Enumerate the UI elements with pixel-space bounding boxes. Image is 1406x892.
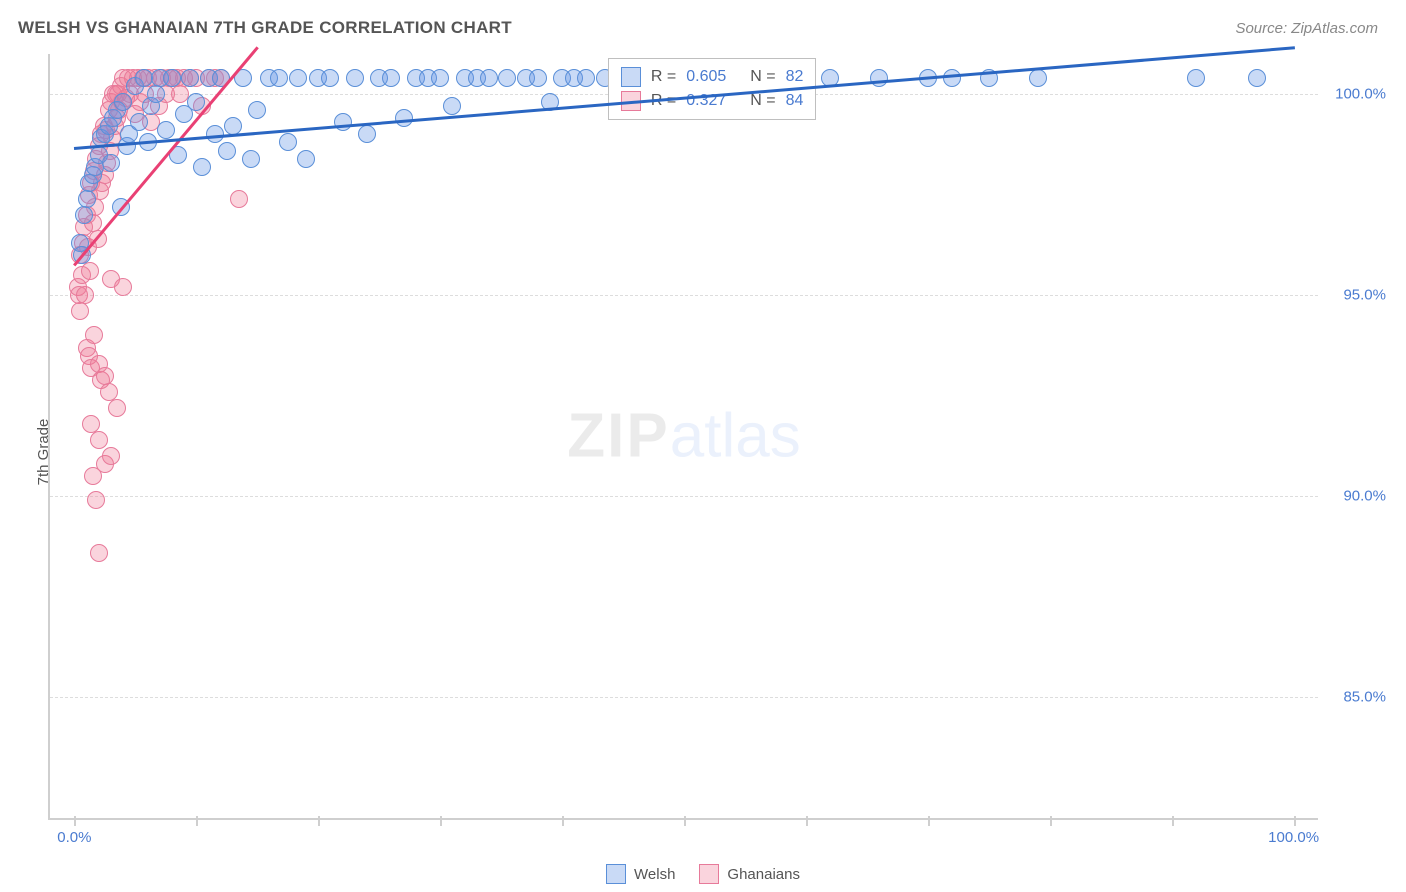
point-welsh — [297, 150, 315, 168]
point-welsh — [114, 93, 132, 111]
point-welsh — [346, 69, 364, 87]
x-tick — [1294, 816, 1296, 826]
point-welsh — [242, 150, 260, 168]
gridline — [50, 697, 1318, 698]
y-tick-label: 95.0% — [1343, 287, 1386, 304]
point-welsh — [1248, 69, 1266, 87]
point-welsh — [181, 69, 199, 87]
x-tick-label: 100.0% — [1268, 829, 1319, 846]
watermark-zip: ZIP — [567, 402, 669, 471]
point-ghana — [230, 190, 248, 208]
x-tick — [1172, 816, 1174, 826]
y-tick-label: 85.0% — [1343, 689, 1386, 706]
chart-title: WELSH VS GHANAIAN 7TH GRADE CORRELATION … — [18, 18, 512, 38]
stats-r-label: R = — [651, 68, 676, 86]
legend-label-ghana: Ghanaians — [727, 866, 800, 883]
point-ghana — [108, 399, 126, 417]
point-welsh — [498, 69, 516, 87]
stats-n-label: N = — [750, 68, 775, 86]
point-welsh — [75, 206, 93, 224]
point-welsh — [279, 133, 297, 151]
point-welsh — [218, 142, 236, 160]
stats-n-value: 84 — [786, 92, 804, 110]
point-ghana — [71, 302, 89, 320]
legend-swatch-ghana — [699, 864, 719, 884]
point-welsh — [157, 121, 175, 139]
point-welsh — [321, 69, 339, 87]
y-tick-label: 100.0% — [1335, 86, 1386, 103]
x-tick — [196, 816, 198, 826]
x-tick — [74, 816, 76, 826]
point-welsh — [431, 69, 449, 87]
point-ghana — [82, 415, 100, 433]
point-welsh — [1187, 69, 1205, 87]
point-welsh — [78, 190, 96, 208]
x-tick — [684, 816, 686, 826]
point-welsh — [289, 69, 307, 87]
point-ghana — [87, 491, 105, 509]
point-welsh — [1029, 69, 1047, 87]
point-welsh — [102, 154, 120, 172]
point-ghana — [81, 262, 99, 280]
plot-region: ZIPatlas 100.0%95.0%90.0%85.0%0.0%100.0%… — [48, 54, 1318, 820]
gridline — [50, 496, 1318, 497]
point-welsh — [529, 69, 547, 87]
chart-area: 7th Grade ZIPatlas 100.0%95.0%90.0%85.0%… — [38, 54, 1388, 850]
source-label: Source: ZipAtlas.com — [1235, 20, 1378, 37]
point-welsh — [870, 69, 888, 87]
stats-row-welsh: R = 0.605 N = 82 — [621, 65, 803, 89]
point-ghana — [102, 447, 120, 465]
x-tick — [440, 816, 442, 826]
legend-swatch-welsh — [606, 864, 626, 884]
point-welsh — [270, 69, 288, 87]
point-welsh — [480, 69, 498, 87]
x-tick — [562, 816, 564, 826]
point-welsh — [193, 158, 211, 176]
y-tick-label: 90.0% — [1343, 488, 1386, 505]
x-tick — [806, 816, 808, 826]
stats-n-value: 82 — [786, 68, 804, 86]
watermark-atlas: atlas — [670, 402, 801, 471]
point-welsh — [358, 125, 376, 143]
point-ghana — [76, 286, 94, 304]
point-welsh — [443, 97, 461, 115]
stats-n-label: N = — [750, 92, 775, 110]
point-welsh — [334, 113, 352, 131]
stats-r-value: 0.605 — [686, 68, 740, 86]
point-ghana — [90, 544, 108, 562]
x-tick-label: 0.0% — [57, 829, 91, 846]
point-welsh — [577, 69, 595, 87]
legend-item-ghana: Ghanaians — [699, 864, 800, 884]
legend: Welsh Ghanaians — [0, 864, 1406, 884]
point-ghana — [96, 367, 114, 385]
x-tick — [318, 816, 320, 826]
watermark: ZIPatlas — [567, 401, 800, 472]
point-welsh — [382, 69, 400, 87]
point-ghana — [90, 431, 108, 449]
point-ghana — [85, 326, 103, 344]
point-welsh — [147, 85, 165, 103]
legend-label-welsh: Welsh — [634, 866, 675, 883]
stats-swatch-welsh — [621, 67, 641, 87]
point-welsh — [248, 101, 266, 119]
x-tick — [1050, 816, 1052, 826]
point-welsh — [943, 69, 961, 87]
point-ghana — [114, 278, 132, 296]
gridline — [50, 295, 1318, 296]
point-welsh — [130, 113, 148, 131]
point-welsh — [163, 69, 181, 87]
x-tick — [928, 816, 930, 826]
legend-item-welsh: Welsh — [606, 864, 675, 884]
